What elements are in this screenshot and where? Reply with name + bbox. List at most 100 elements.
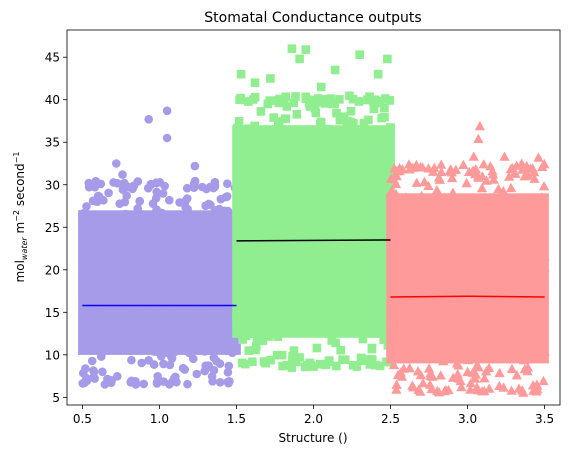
data-point (476, 315, 488, 325)
x-tick-label: 1.0 (150, 412, 169, 426)
outlier-point (330, 65, 340, 75)
data-point (321, 124, 330, 134)
data-point (426, 251, 438, 261)
data-point (299, 189, 309, 198)
data-point (274, 188, 283, 198)
data-point (252, 334, 262, 344)
data-point (503, 294, 514, 304)
data-point (317, 257, 326, 267)
data-point (379, 335, 388, 344)
data-point (471, 240, 482, 250)
data-point (313, 239, 322, 248)
data-point (235, 252, 245, 262)
y-label-mid2: second (13, 163, 27, 210)
data-point (95, 192, 104, 201)
data-point (427, 271, 438, 281)
data-point (176, 260, 185, 269)
data-point (173, 307, 182, 317)
data-point (370, 319, 379, 329)
data-point (363, 95, 372, 104)
data-point (285, 160, 294, 169)
data-point (391, 218, 402, 229)
data-point (135, 196, 144, 206)
data-point (258, 336, 268, 345)
data-point (386, 123, 395, 132)
data-point (530, 273, 541, 283)
outlier-point (235, 95, 244, 104)
data-point (189, 354, 198, 364)
data-point (362, 139, 372, 149)
data-point (205, 267, 214, 276)
data-point (345, 279, 354, 289)
data-point (479, 386, 490, 396)
data-point (295, 353, 304, 362)
data-point (525, 317, 536, 327)
outlier-point (301, 45, 311, 54)
data-point (256, 290, 266, 299)
data-point (336, 137, 346, 146)
data-point (374, 225, 383, 235)
data-point (255, 270, 265, 279)
data-point (478, 199, 489, 209)
outlier-point (210, 177, 220, 187)
data-point (404, 363, 415, 373)
data-point (189, 277, 198, 286)
data-point (296, 142, 305, 152)
data-point (365, 323, 374, 333)
data-point (268, 275, 278, 285)
data-point (215, 322, 224, 331)
data-point (426, 383, 437, 394)
data-point (360, 241, 370, 250)
data-point (380, 137, 390, 147)
data-point (358, 185, 368, 195)
scatter-points (78, 44, 550, 397)
data-point (438, 355, 449, 366)
data-point (159, 377, 168, 386)
data-point (437, 267, 448, 277)
data-point (285, 207, 294, 216)
data-point (332, 108, 341, 118)
data-point (273, 264, 283, 274)
data-point (401, 280, 412, 290)
data-point (454, 333, 465, 344)
data-point (501, 325, 513, 335)
data-point (515, 193, 526, 203)
data-point (190, 259, 199, 268)
data-point (535, 328, 546, 338)
data-point (224, 378, 233, 388)
data-point (293, 272, 302, 281)
data-point (316, 359, 325, 369)
data-point (241, 235, 251, 244)
data-point (265, 292, 274, 302)
data-point (286, 241, 295, 251)
x-axis-ticks: 0.5 1.0 1.5 2.0 2.5 3.0 3.5 (73, 405, 554, 426)
series-0-points (78, 106, 241, 389)
data-point (384, 170, 394, 180)
data-point (152, 187, 161, 197)
data-point (472, 325, 483, 336)
data-point (279, 96, 289, 106)
y-tick-label: 40 (45, 93, 60, 107)
data-point (115, 342, 125, 351)
data-point (210, 213, 219, 222)
data-point (334, 290, 344, 299)
data-point (517, 385, 528, 395)
data-point (396, 354, 407, 364)
data-point (359, 212, 368, 221)
data-point (265, 96, 274, 105)
data-point (425, 352, 436, 362)
data-point (364, 355, 373, 364)
data-point (287, 363, 297, 372)
data-point (189, 310, 199, 319)
data-point (232, 161, 242, 170)
outlier-point (470, 373, 481, 383)
data-point (189, 179, 199, 188)
data-point (304, 245, 314, 254)
outlier-point (511, 370, 522, 380)
data-point (338, 224, 347, 233)
data-point (147, 259, 156, 269)
data-point (444, 165, 456, 176)
data-point (232, 260, 242, 269)
data-point (281, 159, 290, 169)
outlier-point (303, 360, 312, 370)
